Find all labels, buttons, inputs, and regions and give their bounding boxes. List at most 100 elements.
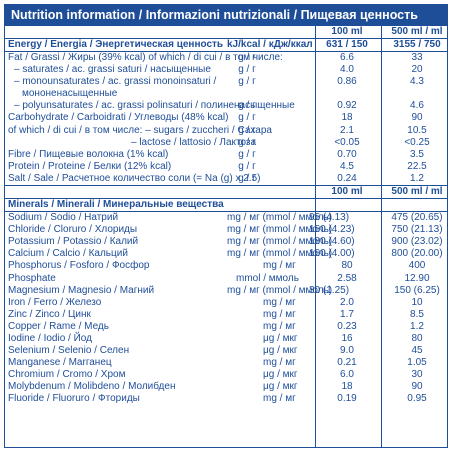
mineral-unit: mg / мг bbox=[263, 357, 296, 369]
value-100ml: 0.19 bbox=[337, 393, 357, 405]
nutrient-unit: g / г bbox=[238, 124, 256, 136]
section-divider bbox=[5, 185, 447, 187]
nutrient-unit: g / г bbox=[238, 136, 256, 148]
table-row: Fluoride / Fluoruro / Фториды mg / мг 0.19… bbox=[5, 393, 447, 405]
value-500ml: 90 bbox=[411, 381, 423, 393]
table-row: Zinc / Zinco / Цинк mg / мг 1.7 8.5 bbox=[5, 309, 447, 321]
table-title: Nutrition information / Informazioni nut… bbox=[5, 5, 447, 26]
mineral-label: Fluoride / Fluoruro / Фториды bbox=[8, 393, 140, 405]
nutrient-unit: g / г bbox=[238, 52, 256, 63]
value-100ml: 2.0 bbox=[340, 296, 354, 308]
mineral-unit: mg / мг bbox=[263, 320, 296, 332]
mineral-unit: mg / мг (mmol / ммоль) bbox=[227, 212, 333, 224]
table-row: Chloride / Cloruro / Хлориды mg / мг (mmo… bbox=[5, 224, 447, 236]
nutrient-label: of which / di cui / в том числе: – sugar… bbox=[8, 124, 272, 136]
energy-label: Energy / Energia / Энергетическая ценнос… bbox=[8, 39, 224, 50]
value-500ml: 90 bbox=[411, 112, 423, 124]
value-500ml: 8.5 bbox=[410, 308, 424, 320]
value-100ml: 30 (1.25) bbox=[309, 284, 350, 296]
divider bbox=[5, 51, 447, 52]
value-500ml: 0.95 bbox=[407, 393, 427, 405]
value-100ml: 16 bbox=[341, 332, 353, 344]
table-row: Sodium / Sodio / Натрий mg / мг (mmol / м… bbox=[5, 212, 447, 224]
column-divider bbox=[381, 26, 382, 447]
mineral-unit: mg / мг (mmol / ммоль) bbox=[227, 284, 333, 296]
value-500ml: <0.25 bbox=[404, 136, 430, 148]
mineral-label: Magnesium / Magnesio / Магний bbox=[8, 284, 155, 296]
value-500ml: 900 (23.02) bbox=[391, 236, 443, 248]
nutrient-label: Salt / Sale / Расчетное количество соли … bbox=[8, 172, 261, 184]
mineral-unit: mg / мг (mmol / ммоль) bbox=[227, 248, 333, 260]
divider bbox=[5, 211, 447, 213]
value-100ml: 2.58 bbox=[337, 272, 357, 284]
mineral-unit: mmol / ммоль bbox=[236, 272, 299, 284]
mineral-label: Potassium / Potassio / Калий bbox=[8, 236, 139, 248]
energy-row: Energy / Energia / Энергетическая ценнос… bbox=[5, 39, 447, 51]
table-row: – monounsaturates / ac. grassi monoinsat… bbox=[5, 76, 447, 100]
mineral-unit: mg / мг bbox=[263, 260, 296, 272]
value-100ml: 1.7 bbox=[340, 308, 354, 320]
value-100ml: 95 (4.13) bbox=[309, 212, 350, 224]
value-500ml: 1.2 bbox=[410, 320, 424, 332]
mineral-label: Selenium / Selenio / Селен bbox=[8, 345, 130, 357]
mineral-label: Copper / Rame / Медь bbox=[8, 320, 109, 332]
mineral-label: Iodine / Iodio / Йод bbox=[8, 332, 92, 344]
value-500ml: 150 (6.25) bbox=[394, 284, 440, 296]
nutrient-label: – lactose / lattosio / Лактоза bbox=[131, 136, 257, 148]
mineral-label: Sodium / Sodio / Натрий bbox=[8, 212, 119, 224]
table-row: Calcium / Calcio / Кальций mg / мг (mmol … bbox=[5, 248, 447, 260]
mineral-unit: mg / мг (mmol / ммоль) bbox=[227, 236, 333, 248]
table-row: Fat / Grassi / Жиры (39% kcal) of which … bbox=[5, 52, 447, 64]
mineral-label: Molybdenum / Molibdeno / Молибден bbox=[8, 381, 176, 393]
table-row: Copper / Rame / Медь mg / мг 0.23 1.2 bbox=[5, 321, 447, 333]
value-100ml: 6.0 bbox=[340, 369, 354, 381]
mineral-label: Manganese / Marганец bbox=[8, 357, 112, 369]
mineral-unit: mg / мг (mmol / ммоль) bbox=[227, 224, 333, 236]
column-500ml-label: 500 ml / ml bbox=[391, 26, 443, 37]
value-500ml: 1.05 bbox=[407, 357, 427, 369]
table-row: Carbohydrate / Carboidrati / Углеводы (4… bbox=[5, 112, 447, 124]
nutrient-label: Fat / Grassi / Жиры (39% kcal) of which … bbox=[8, 52, 283, 63]
nutrient-unit: g / г bbox=[238, 148, 256, 160]
nutrient-list: Fat / Grassi / Жиры (39% kcal) of which … bbox=[5, 52, 447, 185]
value-100ml: 0.23 bbox=[337, 320, 357, 332]
nutrient-label-continued: мононенасыщенные bbox=[22, 88, 118, 100]
value-500ml: 33 bbox=[411, 52, 423, 63]
value-100ml: 160 (4.00) bbox=[309, 248, 355, 260]
value-500ml: 22.5 bbox=[407, 160, 427, 172]
mineral-list: Sodium / Sodio / Натрий mg / мг (mmol / м… bbox=[5, 212, 447, 406]
value-500ml: 30 bbox=[411, 369, 423, 381]
value-500ml: 10.5 bbox=[407, 124, 427, 136]
value-100ml: 80 bbox=[341, 260, 353, 272]
mineral-unit: μg / мкг bbox=[263, 345, 298, 357]
table-row: of which / di cui / в том числе: – sugar… bbox=[5, 125, 447, 137]
value-100ml: 0.21 bbox=[337, 357, 357, 369]
value-500ml: 45 bbox=[411, 345, 423, 357]
energy-value-100ml: 631 / 150 bbox=[326, 39, 368, 50]
value-100ml: 4.0 bbox=[340, 64, 354, 76]
nutrition-table: Nutrition information / Informazioni nut… bbox=[4, 4, 448, 448]
value-100ml: 2.1 bbox=[340, 124, 354, 136]
table-row: Iron / Ferro / Железо mg / мг 2.0 10 bbox=[5, 297, 447, 309]
table-row: Chromium / Cromo / Хром μg / мкг 6.0 30 bbox=[5, 369, 447, 381]
nutrient-label: – saturates / ac. grassi saturi / насыще… bbox=[14, 64, 211, 76]
value-500ml: 3.5 bbox=[410, 148, 424, 160]
nutrient-label: Protein / Proteine / Белки (12% kcal) bbox=[8, 160, 172, 172]
energy-value-500ml: 3155 / 750 bbox=[393, 39, 441, 50]
value-100ml: 18 bbox=[341, 381, 353, 393]
value-500ml: 800 (20.00) bbox=[391, 248, 443, 260]
minerals-header-row: 100 ml 500 ml / ml bbox=[5, 186, 447, 198]
table-row: – saturates / ac. grassi saturi / насыще… bbox=[5, 64, 447, 76]
table-row: Phosphorus / Fosforo / Фосфор mg / мг 80 40… bbox=[5, 260, 447, 272]
mineral-label: Calcium / Calcio / Кальций bbox=[8, 248, 128, 260]
value-100ml: 4.5 bbox=[340, 160, 354, 172]
value-500ml: 12.90 bbox=[404, 272, 430, 284]
mineral-label: Chloride / Cloruro / Хлориды bbox=[8, 224, 138, 236]
nutrient-unit: g / г bbox=[238, 100, 256, 112]
nutrient-label: – polyunsaturates / ac. grassi polinsatu… bbox=[14, 100, 295, 112]
value-100ml: 180 (4.60) bbox=[309, 236, 355, 248]
table-row: Magnesium / Magnesio / Магний mg / мг (mm… bbox=[5, 285, 447, 297]
table-row: Phosphate mmol / ммоль 2.58 12.90 bbox=[5, 273, 447, 285]
nutrient-label: Fibre / Пищевые волокна (1% kcal) bbox=[8, 148, 169, 160]
value-100ml: 0.86 bbox=[337, 76, 357, 88]
